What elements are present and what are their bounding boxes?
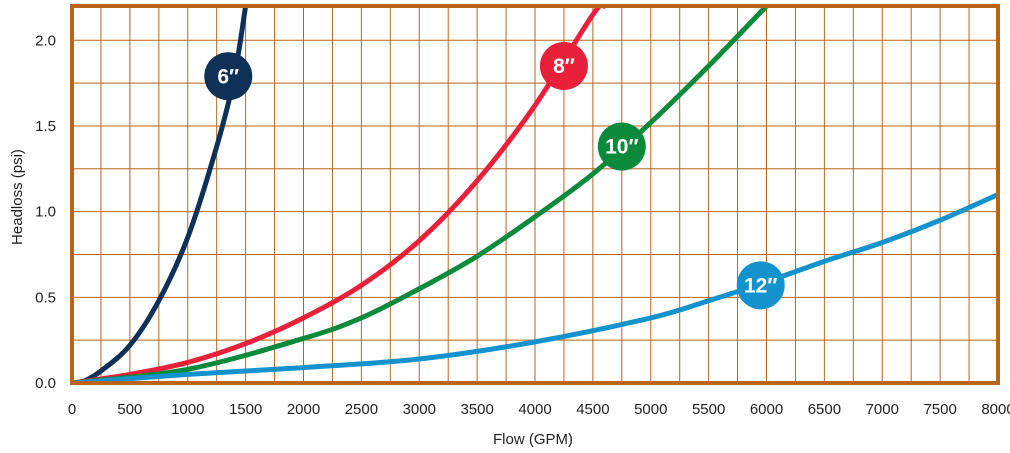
series-badge-0: 6″: [204, 52, 253, 101]
y-tick-label: 0.0: [35, 375, 56, 392]
series-badge-circle: [597, 122, 646, 171]
x-tick-label: 4000: [518, 401, 551, 418]
x-tick-label: 3500: [460, 401, 493, 418]
x-tick-label: 1000: [171, 401, 204, 418]
x-tick-label: 500: [117, 401, 142, 418]
tick-layer: 0 500 1000 1500 2000 2500 3000 3500 4000 4500 5000…: [35, 32, 1010, 418]
x-tick-label: 7000: [866, 401, 899, 418]
series-badge-circle: [736, 261, 785, 310]
x-tick-label: 1500: [229, 401, 262, 418]
x-tick-label: 6000: [750, 401, 783, 418]
y-tick-label: 2.0: [35, 32, 56, 49]
series-badge-label: 12″: [744, 274, 777, 297]
x-tick-label: 5500: [692, 401, 725, 418]
x-tick-label: 6500: [808, 401, 841, 418]
x-tick-label: 7500: [923, 401, 956, 418]
series-badge-label: 8″: [553, 55, 575, 78]
x-tick-label: 5000: [634, 401, 667, 418]
series-badge-circle: [539, 41, 588, 90]
series-badge-label: 6″: [217, 65, 239, 88]
series-badge-1: 8″: [539, 41, 588, 90]
plot-frame: [70, 4, 1000, 385]
series-line-2: [72, 6, 769, 383]
badge-layer: 6″ 8″ 10″ 12″: [204, 41, 785, 310]
x-tick-label: 2000: [287, 401, 320, 418]
x-tick-label: 4500: [576, 401, 609, 418]
series-badge-2: 10″: [597, 122, 646, 171]
y-tick-label: 1.5: [35, 118, 56, 135]
series-badge-label: 10″: [605, 136, 638, 159]
x-tick-label: 3000: [403, 401, 436, 418]
x-axis-title: Flow (GPM): [493, 431, 573, 448]
series-badge-3: 12″: [736, 261, 785, 310]
x-tick-label: 0: [68, 401, 76, 418]
y-tick-label: 1.0: [35, 204, 56, 221]
x-tick-label: 2500: [345, 401, 378, 418]
y-axis-title: Headloss (psi): [9, 149, 26, 245]
series-line-3: [72, 192, 998, 383]
series-badge-circle: [204, 52, 253, 101]
y-tick-label: 0.5: [35, 289, 56, 306]
